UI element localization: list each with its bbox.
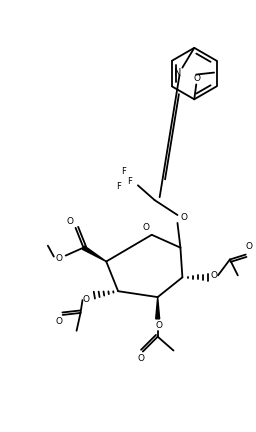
Text: F: F — [127, 177, 132, 186]
Polygon shape — [82, 246, 106, 261]
Text: O: O — [181, 213, 188, 222]
Text: O: O — [137, 354, 144, 363]
Text: O: O — [55, 254, 62, 263]
Text: F: F — [122, 167, 126, 176]
Text: N: N — [174, 67, 181, 78]
Text: O: O — [155, 321, 162, 330]
Text: O: O — [194, 74, 201, 83]
Polygon shape — [156, 297, 160, 319]
Text: O: O — [142, 223, 149, 232]
Text: O: O — [55, 318, 62, 326]
Text: O: O — [83, 295, 90, 304]
Text: O: O — [245, 242, 252, 251]
Text: F: F — [116, 182, 121, 191]
Text: O: O — [66, 217, 73, 226]
Text: O: O — [210, 271, 218, 280]
